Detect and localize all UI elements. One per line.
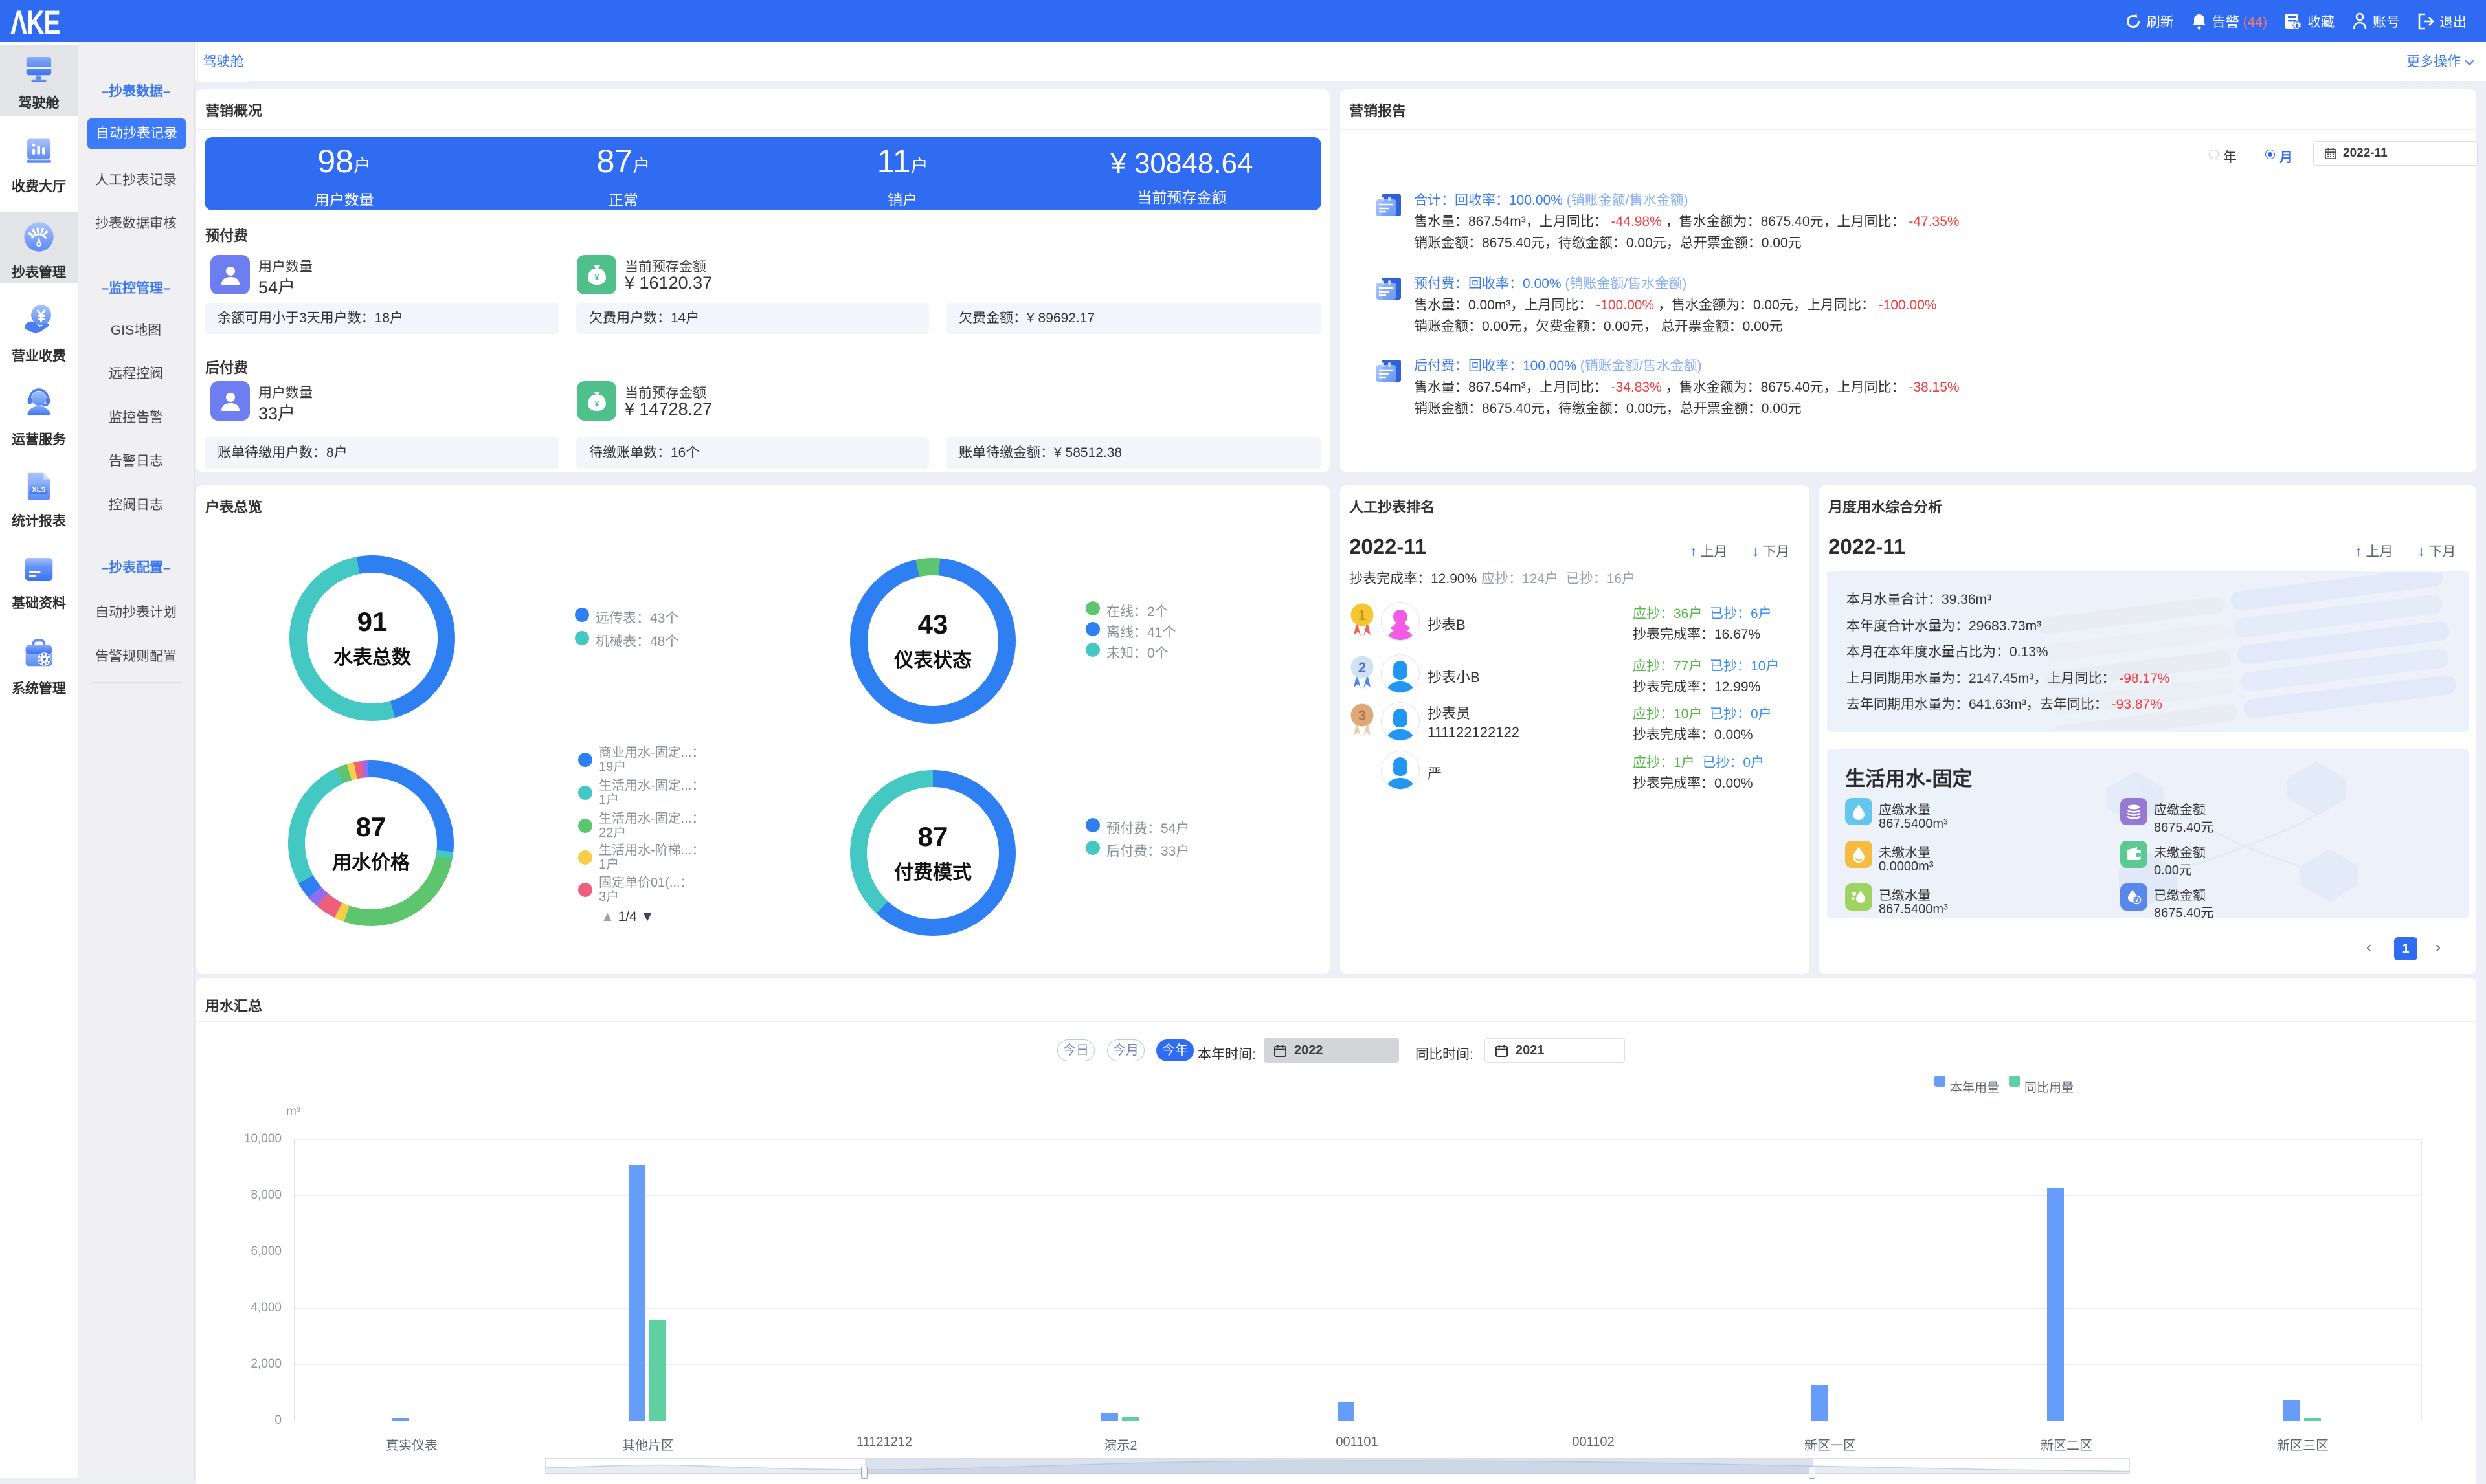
svg-text:¥: ¥ (594, 272, 599, 282)
svg-text:XLS: XLS (32, 486, 45, 494)
svg-text:1: 1 (1358, 607, 1366, 623)
svg-text:¥: ¥ (594, 399, 599, 408)
svg-text:¥: ¥ (2135, 898, 2138, 903)
svg-text:3: 3 (1358, 707, 1366, 724)
svg-text:2: 2 (1358, 659, 1366, 676)
